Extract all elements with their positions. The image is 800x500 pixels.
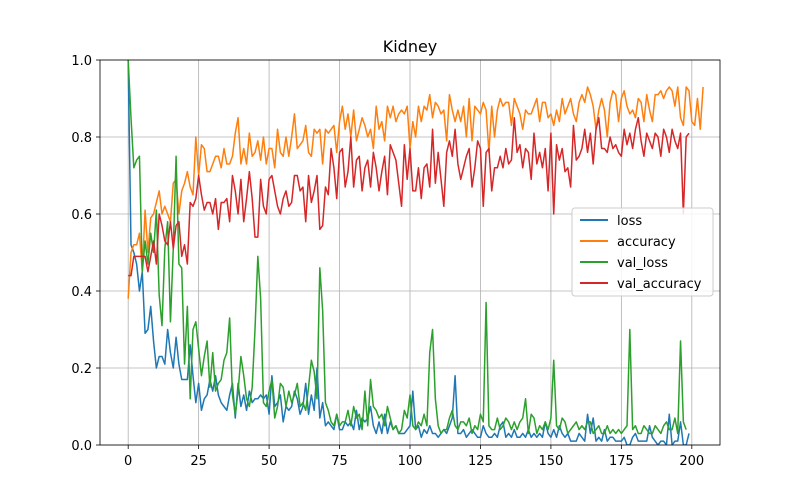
series-line-accuracy xyxy=(127,86,704,299)
legend-label-val_accuracy: val_accuracy xyxy=(617,277,702,292)
x-tick-label-6: 150 xyxy=(538,454,563,469)
x-tick-label-5: 125 xyxy=(468,454,493,469)
x-tick-label-2: 50 xyxy=(261,454,278,469)
chart-title: Kidney xyxy=(383,37,438,56)
x-tick-label-1: 25 xyxy=(190,454,207,469)
x-tick-label-4: 100 xyxy=(398,454,423,469)
x-tick-label-7: 175 xyxy=(609,454,634,469)
legend-label-accuracy: accuracy xyxy=(617,235,676,250)
y-tick-label-4: 0.8 xyxy=(71,131,92,146)
series-line-loss xyxy=(127,60,690,445)
y-tick-label-0: 0.0 xyxy=(71,439,92,454)
y-tick-label-3: 0.6 xyxy=(71,208,92,223)
y-tick-label-5: 1.0 xyxy=(71,54,92,69)
y-tick-label-1: 0.2 xyxy=(71,362,92,377)
series-line-val_loss xyxy=(127,60,687,435)
x-tick-label-8: 200 xyxy=(679,454,704,469)
x-tick-label-0: 0 xyxy=(124,454,132,469)
legend-label-val_loss: val_loss xyxy=(617,256,668,271)
plot-area: 0 25 50 75 100 125 150 175 200 0.0 0.2 0.4 0.6 0.8 1.0… xyxy=(71,54,721,469)
legend-label-loss: loss xyxy=(617,214,642,229)
x-tick-label-3: 75 xyxy=(331,454,348,469)
series-line-val_accuracy xyxy=(128,117,690,277)
legend-box xyxy=(571,207,714,297)
y-tick-label-2: 0.4 xyxy=(71,285,92,300)
